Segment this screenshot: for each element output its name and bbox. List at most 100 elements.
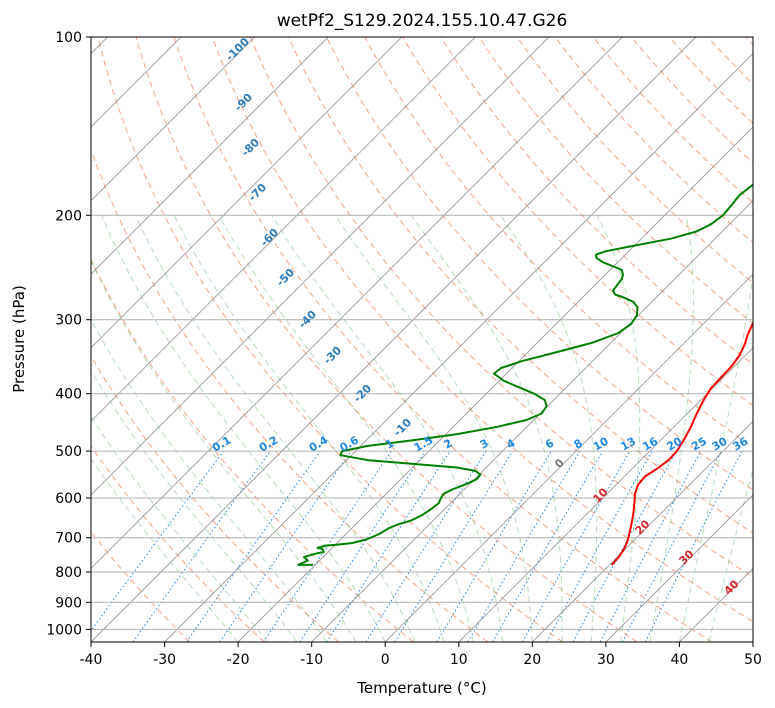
dry-adiabat-line [91,445,265,642]
moist-adiabat-line [91,318,327,642]
dry-adiabat-label: -60 [258,226,281,249]
moist-adiabat-label: 0 [552,456,567,471]
isotherm-line [311,199,753,642]
mixing-ratio-label: 4 [504,436,517,451]
dry-adiabat-line [135,37,638,642]
mixing-ratio-line [263,450,392,642]
mixing-ratio-line [91,450,224,632]
moist-adiabat-line [708,467,753,642]
moist-adiabat-line [271,215,504,642]
moist-adiabat-line [649,215,694,642]
x-tick-label: 20 [523,652,541,668]
dry-adiabat-label: -70 [246,181,269,204]
moist-adiabat-label: 30 [677,547,697,567]
isotherm-line [752,641,753,642]
y-tick-label: 300 [55,313,82,329]
dry-adiabat-line [554,37,753,244]
x-tick-label: -40 [80,652,103,668]
dry-adiabat-line [91,531,191,642]
plot-frame [90,36,754,643]
isotherm-line [91,37,256,202]
isotherm-line [164,52,753,642]
moist-adiabat-line [91,415,268,642]
y-tick-label: 400 [55,387,82,403]
mixing-ratio-line [132,450,271,642]
chart-title: wetPf2_S129.2024.155.10.47.G26 [277,11,568,31]
y-tick-label: 900 [55,595,82,611]
isotherm-line [679,567,753,642]
dry-adiabat-label: -80 [239,136,262,159]
x-axis-ticks: -40 -30 -20 -10 0 10 20 30 40 50 [80,642,762,668]
x-tick-label: 40 [670,652,688,668]
moist-adiabat-line [173,215,445,642]
mixing-ratio-line [599,450,702,642]
x-tick-label: -10 [300,652,323,668]
dry-adiabat-line [249,37,753,578]
dry-adiabat-line [478,37,753,324]
moist-adiabat-line [91,259,357,642]
mixing-ratio-line [467,450,581,642]
dry-adiabat-line [211,37,753,623]
dry-adiabat-line [173,37,713,642]
moist-adiabat-line [101,215,386,642]
mixing-ratio-line [522,450,631,642]
y-axis-label: Pressure (hPa) [10,285,28,393]
moist-adiabat-label: 20 [633,517,653,537]
dry-adiabat-line [91,355,340,642]
y-tick-label: 500 [55,444,82,460]
y-tick-label: 600 [55,491,82,507]
isotherm-line [237,126,753,642]
dry-adiabat-line [745,37,753,46]
x-tick-label: 30 [597,652,615,668]
sounding-profiles [297,183,753,566]
moist-adiabat-line [334,215,533,642]
mixing-ratio-line [546,450,653,642]
y-tick-label: 800 [55,565,82,581]
mixing-ratio-line [492,450,604,642]
mixing-ratio-line [186,450,321,642]
x-tick-label: 0 [381,652,390,668]
y-axis-ticks: 100 200 300 400 500 600 700 800 900 1000 [46,30,91,638]
isotherm-line [91,37,403,349]
x-tick-label: 10 [450,652,468,668]
moist-adiabat-label: 10 [591,485,611,505]
y-tick-label: 200 [55,208,82,224]
dry-adiabat-label: -10 [391,416,414,439]
isotherm-line [91,37,476,423]
moist-adiabat-line [91,369,298,642]
isotherm-line [91,37,550,496]
moist-adiabat-line [218,215,474,642]
dry-adiabat-label: -30 [321,344,344,367]
mixing-ratio-line [219,450,352,642]
y-tick-label: 700 [55,531,82,547]
mixing-ratio-line [644,450,743,642]
dry-adiabat-label: -90 [232,91,255,114]
background-lines [91,37,753,642]
mixing-ratio-label: 2 [442,437,455,452]
moist-adiabat-line [91,457,239,642]
x-axis-label: Temperature (°C) [356,679,486,697]
dry-adiabat-line [516,37,753,284]
dry-adiabat-label: -100 [223,35,252,64]
x-tick-label: -20 [227,652,250,668]
mixing-ratio-line [572,450,677,642]
moist-adiabat-line [596,215,641,642]
dry-adiabat-label: -40 [296,308,319,331]
isotherm-line [531,420,753,642]
mixing-ratio-line [365,450,487,642]
mixing-ratio-line [326,450,451,642]
dry-adiabat-line [97,37,563,642]
dry-adiabat-line [91,258,414,642]
dry-adiabat-line [440,37,753,365]
y-tick-label: 1000 [46,622,82,638]
mixing-ratio-line [299,450,426,642]
moist-adiabat-line [410,215,563,642]
line-annotations: 0.1 0.2 0.4 0.6 1 1.5 2 3 4 6 8 10 13 16 20 25 30 36-100-… [210,35,750,598]
isotherm-line [91,37,329,275]
isotherm-line [605,494,753,642]
dry-adiabat-line [326,37,753,491]
mixing-ratio-label: 6 [543,436,556,451]
isotherm-line [458,347,753,642]
x-tick-label: 50 [744,652,762,668]
